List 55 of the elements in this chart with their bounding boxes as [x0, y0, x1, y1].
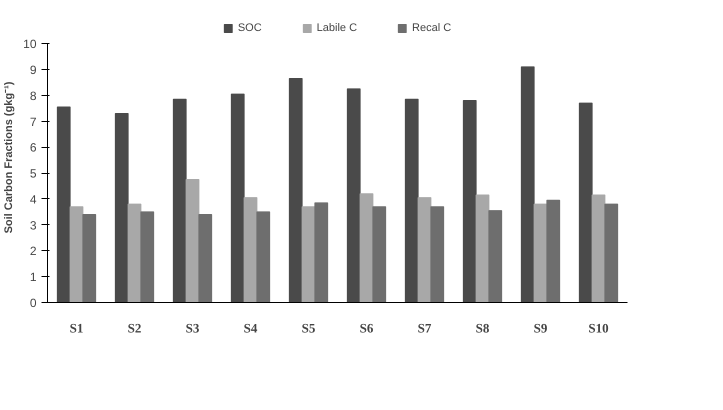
bar [592, 194, 606, 302]
bar [82, 214, 96, 302]
bar [520, 66, 535, 302]
x-tick-label: S8 [476, 320, 490, 336]
bar [302, 206, 316, 302]
y-tick-label: 7 [30, 114, 37, 129]
bar [256, 211, 270, 302]
x-tick-label: S6 [360, 320, 374, 336]
x-tick-label: S5 [302, 320, 316, 336]
y-tick-label: 8 [30, 88, 37, 103]
y-tick-label: 5 [30, 166, 37, 181]
bar [578, 102, 593, 302]
bar [360, 193, 374, 302]
bar [476, 194, 490, 302]
bar [314, 202, 328, 302]
bar [140, 211, 154, 302]
bar [172, 98, 187, 302]
y-axis-title: Soil Carbon Fractions (gkg⁻¹) [3, 81, 16, 234]
y-tick-label: 4 [30, 192, 37, 206]
x-tick-label: S1 [70, 320, 84, 336]
legend-label: SOC [238, 22, 262, 34]
bar [462, 100, 477, 302]
bar [288, 78, 303, 302]
y-tick-label: 1 [30, 270, 37, 284]
x-tick-label: S4 [244, 320, 258, 336]
x-tick-label: S10 [588, 320, 609, 336]
legend-label: Recal C [412, 22, 452, 34]
bar [404, 98, 419, 302]
y-tick-label: 9 [30, 62, 37, 77]
y-tick-label: 6 [30, 140, 37, 155]
legend-label: Labile C [316, 22, 358, 34]
bar [186, 179, 200, 302]
y-tick-label: 3 [30, 218, 37, 232]
bar [70, 206, 84, 302]
bar [198, 214, 212, 302]
bar [372, 206, 386, 302]
bar [230, 94, 245, 302]
bar [114, 112, 129, 302]
bar [418, 197, 432, 302]
y-tick-label: 2 [30, 244, 37, 258]
x-tick-label: S9 [534, 320, 548, 336]
x-tick-label: S7 [418, 320, 432, 336]
bar [488, 210, 502, 302]
bar [346, 88, 361, 302]
x-tick-label: S2 [128, 320, 142, 336]
x-tick-label: S3 [186, 320, 200, 336]
bar [128, 204, 142, 302]
bar [604, 204, 618, 302]
y-tick-label: 0 [30, 296, 37, 310]
bar [546, 200, 560, 302]
bar [56, 106, 71, 302]
y-tick-label: 10 [23, 37, 37, 52]
bar [244, 197, 258, 302]
bar [430, 206, 444, 302]
bar [534, 204, 548, 302]
